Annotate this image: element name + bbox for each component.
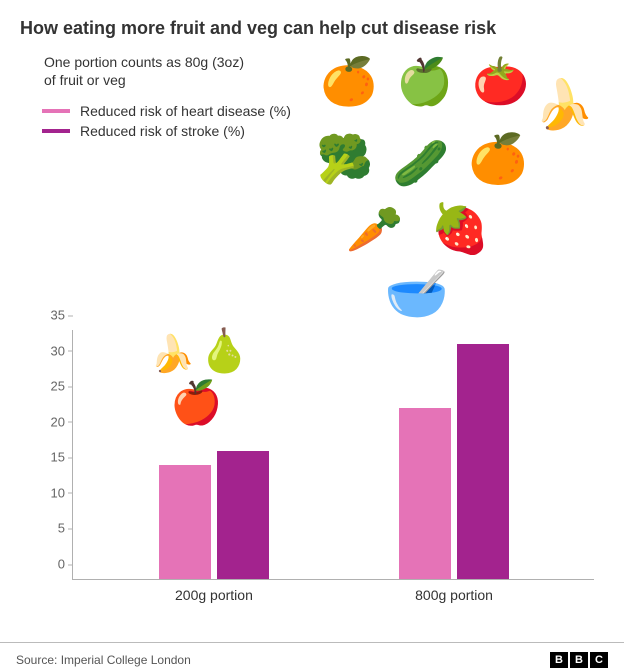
legend-label-heart: Reduced risk of heart disease (%) [80, 103, 291, 119]
ytick: 25 [35, 379, 65, 394]
tomato-icon: 🍅 [472, 58, 529, 104]
bar [217, 451, 269, 579]
bar [457, 344, 509, 579]
footer: Source: Imperial College London B B C [0, 642, 624, 670]
grapefruit-icon: 🍊 [468, 136, 528, 184]
ytick: 15 [35, 450, 65, 465]
bar [399, 408, 451, 579]
broccoli-icon: 🥦 [316, 136, 373, 182]
orange-mandarin-icon: 🍊 [320, 58, 377, 104]
legend-swatch-heart [42, 109, 70, 113]
carrot-diced-icon: 🥕 [346, 206, 403, 252]
ytick: 35 [35, 308, 65, 323]
bar-chart: 05101520253035200g portion800g portion [32, 330, 604, 610]
ytick: 0 [35, 557, 65, 572]
group-label: 800g portion [394, 587, 514, 603]
chart-title: How eating more fruit and veg can help c… [20, 18, 604, 39]
soup-bowl-icon: 🥣 [384, 268, 449, 320]
banana-icon: 🍌 [534, 82, 594, 130]
bbc-c: C [590, 652, 608, 668]
bbc-b2: B [570, 652, 588, 668]
legend-swatch-stroke [42, 129, 70, 133]
bbc-b1: B [550, 652, 568, 668]
ytick: 5 [35, 521, 65, 536]
strawberry-icon: 🍓 [430, 206, 490, 254]
legend-label-stroke: Reduced risk of stroke (%) [80, 123, 245, 139]
plot-area: 05101520253035200g portion800g portion [72, 330, 594, 580]
ytick: 10 [35, 485, 65, 500]
cucumber-icon: 🥒 [392, 140, 449, 186]
bar [159, 465, 211, 579]
source-text: Source: Imperial College London [16, 653, 191, 667]
ytick: 30 [35, 343, 65, 358]
group-label: 200g portion [154, 587, 274, 603]
ytick: 20 [35, 414, 65, 429]
green-apple-icon: 🍏 [396, 58, 453, 104]
bbc-logo: B B C [550, 652, 608, 668]
